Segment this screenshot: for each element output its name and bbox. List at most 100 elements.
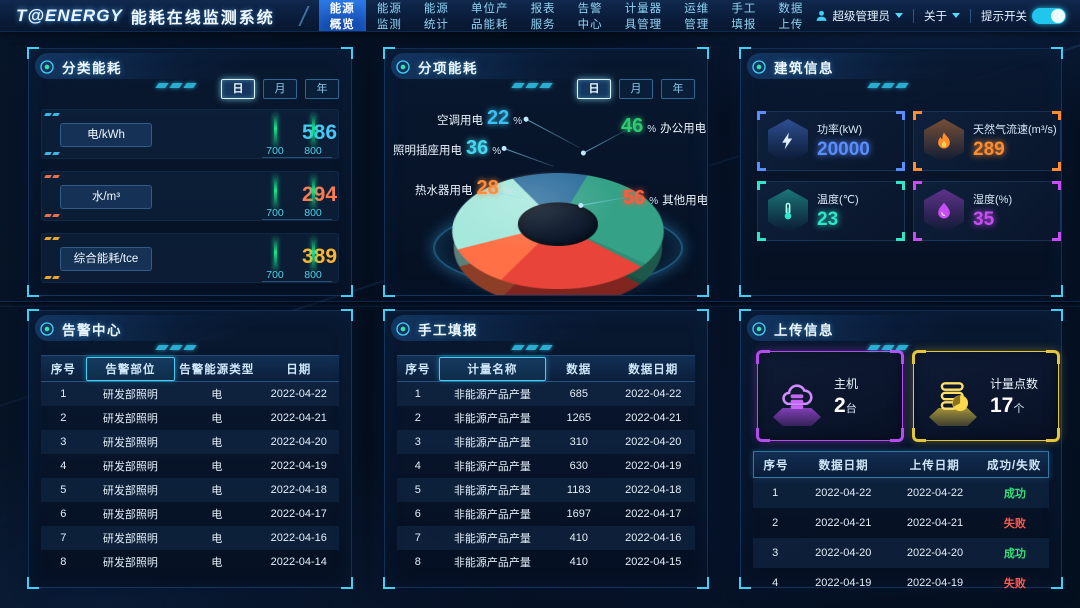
table-cell: 2022-04-16 — [625, 532, 682, 544]
table-row[interactable]: 7 研发部照明 电 2022-04-16 — [41, 526, 339, 550]
hint-toggle[interactable] — [1032, 7, 1066, 24]
table-row[interactable]: 6 非能源产品产量 1697 2022-04-17 — [397, 502, 695, 526]
table-cell: 2022-04-17 — [625, 508, 682, 520]
period-tab[interactable]: 月 — [619, 79, 653, 99]
table-row[interactable]: 5 研发部照明 电 2022-04-18 — [41, 478, 339, 502]
table-cell: 电 — [211, 461, 223, 473]
slice-label-office: 46% 办公用电 — [621, 115, 707, 137]
power-icon — [768, 119, 808, 163]
table-row[interactable]: 4 研发部照明 电 2022-04-19 — [41, 454, 339, 478]
table-cell: 研发部照明 — [102, 437, 158, 449]
stat-label: 湿度(%) — [973, 194, 1013, 206]
target-icon — [396, 60, 410, 74]
nav-item[interactable]: 运维管理 — [684, 2, 710, 31]
table-row[interactable]: 2 非能源产品产量 1265 2022-04-21 — [397, 406, 695, 430]
table-cell: 电 — [211, 533, 223, 545]
table-row[interactable]: 5 非能源产品产量 1183 2022-04-18 — [397, 478, 695, 502]
panel-building-info: 建筑信息 功率(kW) 20000 天然气流速(m³/s) 289 温度(℃) 23 — [739, 47, 1063, 297]
corner-decoration — [739, 285, 751, 297]
app-logo: T@ENERGY — [16, 5, 123, 25]
panel-header: 告警中心 — [39, 319, 122, 339]
meter-count-icon — [924, 364, 982, 428]
table-cell: 1697 — [566, 508, 591, 520]
table-header-row: 序号 数据日期 上传日期 成功/失败 — [753, 451, 1049, 478]
table-cell: 非能源产品产量 — [453, 533, 531, 545]
column-header: 计量名称 — [438, 356, 546, 381]
table-cell: 非能源产品产量 — [453, 413, 531, 425]
panel-title-bar — [391, 315, 601, 341]
slice-label-heater: 热水器用电 28% — [415, 177, 512, 199]
table-cell: 685 — [569, 388, 588, 400]
table-row[interactable]: 3 研发部照明 电 2022-04-20 — [41, 430, 339, 454]
title-dashes — [867, 83, 909, 88]
panel-title: 告警中心 — [62, 323, 122, 338]
nav-item[interactable]: 告警中心 — [577, 2, 603, 31]
table-cell: 2022-04-21 — [815, 517, 872, 529]
table-cell: 2022-04-22 — [625, 388, 682, 400]
table-row[interactable]: 8 研发部照明 电 2022-04-14 — [41, 550, 339, 574]
table-row[interactable]: 3 2022-04-20 2022-04-20 成功 — [753, 538, 1049, 568]
column-header: 序号 — [763, 459, 789, 472]
target-icon — [396, 322, 410, 336]
nav-item[interactable]: 能源统计 — [423, 2, 449, 31]
panel-title-bar — [747, 315, 957, 341]
corner-decoration — [341, 47, 353, 59]
table-cell: 非能源产品产量 — [453, 557, 531, 569]
corner-decoration — [383, 577, 395, 589]
table-cell: 非能源产品产量 — [453, 485, 531, 497]
bar-value: 586 — [302, 121, 338, 144]
period-tab[interactable]: 日 — [577, 79, 611, 99]
table-cell: 2 — [60, 412, 67, 424]
table-cell: 4 — [414, 460, 421, 472]
table-cell: 2022-04-21 — [906, 517, 964, 529]
table-row[interactable]: 2 2022-04-21 2022-04-21 失败 — [753, 508, 1049, 538]
table-row[interactable]: 2 研发部照明 电 2022-04-21 — [41, 406, 339, 430]
period-tab[interactable]: 月 — [263, 79, 297, 99]
table-row[interactable]: 1 非能源产品产量 685 2022-04-22 — [397, 382, 695, 406]
nav-item[interactable]: 计量器具管理 — [624, 2, 663, 31]
panel-title: 建筑信息 — [774, 61, 834, 76]
table-cell: 电 — [211, 485, 223, 497]
panel-manual-entry: 手工填报 序号 计量名称 数据 数据日期 1 非能源产品产量 685 2022-04-22 2 非… — [383, 309, 709, 589]
table-row[interactable]: 7 非能源产品产量 410 2022-04-16 — [397, 526, 695, 550]
table-row[interactable]: 4 2022-04-19 2022-04-19 失败 — [753, 568, 1049, 598]
about-menu[interactable]: 关于 — [924, 8, 960, 24]
stat-label: 计量点数 — [990, 376, 1039, 391]
panel-alarm-center: 告警中心 序号 告警部位 告警能源类型 日期 1 研发部照明电 2022-04-22 2 研发部… — [27, 309, 353, 589]
nav-item[interactable]: 单位产品能耗 — [470, 2, 509, 31]
user-menu[interactable]: 超级管理员 — [815, 8, 903, 24]
table-cell: 5 — [414, 484, 421, 496]
nav-item[interactable]: 手工填报 — [731, 2, 757, 31]
table-row[interactable]: 3 非能源产品产量 310 2022-04-20 — [397, 430, 695, 454]
table-cell: 2022-04-22 — [270, 388, 327, 400]
corner-decoration — [27, 285, 39, 297]
table-cell: 电 — [211, 413, 223, 425]
nav-item[interactable]: 能源监测 — [376, 2, 402, 31]
divider — [970, 8, 971, 23]
table-row[interactable]: 8 非能源产品产量 410 2022-04-15 — [397, 550, 695, 574]
target-icon — [752, 60, 766, 74]
nav-item[interactable]: 能源概览 — [318, 0, 366, 31]
corner-decoration — [697, 577, 709, 589]
table-cell: 7 — [60, 532, 67, 544]
row-decoration — [44, 276, 60, 279]
bar-row: 电/kWh 586 700 800 — [41, 109, 339, 159]
nav-item[interactable]: 数据上传 — [778, 2, 804, 31]
period-tab[interactable]: 年 — [305, 79, 339, 99]
table-cell: 3 — [60, 436, 67, 448]
nav-item[interactable]: 报表服务 — [530, 2, 556, 31]
droplet-icon — [924, 189, 964, 233]
table-row[interactable]: 1 2022-04-22 2022-04-22 成功 — [753, 478, 1049, 508]
period-tab[interactable]: 日 — [221, 79, 255, 99]
table-row[interactable]: 1 研发部照明 电 2022-04-22 — [41, 382, 339, 406]
panel-subitem-energy: 分项能耗 日月年 空调用电 22% — [383, 47, 709, 297]
period-tab[interactable]: 年 — [661, 79, 695, 99]
table-row[interactable]: 4 非能源产品产量 630 2022-04-19 — [397, 454, 695, 478]
stat-card-humidity: 湿度(%) 35 — [913, 181, 1061, 241]
table-cell: 8 — [414, 556, 421, 568]
panel-title: 分类能耗 — [62, 61, 122, 76]
table-cell: 2022-04-21 — [625, 412, 682, 424]
chevron-down-icon — [895, 13, 903, 18]
table-row[interactable]: 6 研发部照明 电 2022-04-17 — [41, 502, 339, 526]
